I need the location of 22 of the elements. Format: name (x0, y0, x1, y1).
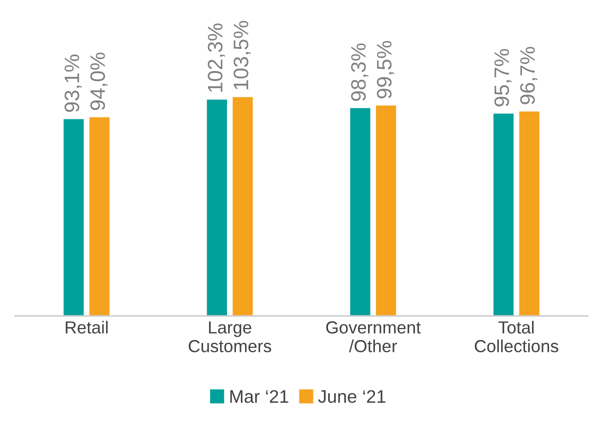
bar (206, 98, 228, 316)
data-label: 95,7% (494, 49, 512, 106)
data-label: 99,5% (376, 40, 394, 98)
bar (374, 104, 398, 316)
x-tick-label: Large Customers (188, 321, 272, 352)
legend-label: June ‘21 (318, 390, 386, 403)
data-label: 98,3% (351, 44, 368, 101)
legend-label: Mar ‘21 (230, 390, 288, 403)
bar (492, 112, 515, 316)
data-label: 96,7% (520, 46, 538, 104)
bar (88, 116, 111, 316)
bar (231, 96, 254, 316)
data-label: 103,5% (234, 20, 251, 90)
bar (518, 110, 541, 316)
data-label: 94,0% (90, 52, 108, 110)
x-tick-label: Total Collections (474, 320, 558, 352)
x-tick-label: Retail (66, 320, 108, 334)
bar (62, 118, 86, 316)
data-label: 102,3% (208, 23, 226, 92)
x-tick-label: Government /Other (326, 321, 421, 352)
bar (348, 106, 372, 316)
data-label: 93,1% (64, 54, 82, 112)
